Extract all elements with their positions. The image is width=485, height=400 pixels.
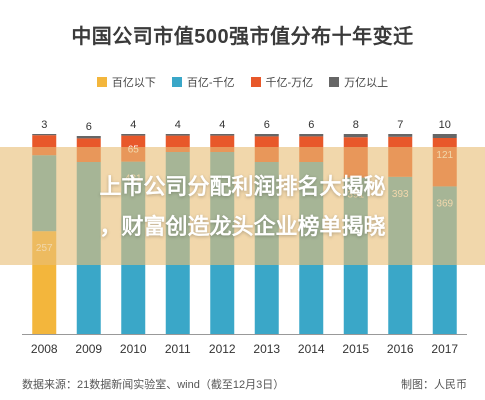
legend-swatch [171,77,182,87]
top-segment-label: 4 [219,119,225,131]
top-segment-label: 6 [264,119,270,131]
bar-segment-2017-s3 [432,134,457,138]
bar-segment-2008-s3 [32,134,57,136]
headline-banner [0,147,485,265]
legend-item-100b-1t: 千亿-万亿 [250,74,314,90]
x-tick-label: 2012 [209,342,236,356]
bar-segment-2011-s3 [165,134,190,136]
bar-segment-2016-s3 [388,134,413,137]
legend-item-above-1t: 万亿以上 [329,74,388,90]
top-segment-label: 3 [41,119,47,131]
x-tick-label: 2015 [342,342,369,356]
legend-label: 万亿以上 [344,77,389,89]
x-tick-label: 2017 [431,342,458,356]
top-segment-label: 10 [439,119,451,131]
top-segment-label: 4 [130,119,136,131]
data-source-note: 数据来源：21数据新闻实验室、wind（截至12月3日） [22,379,285,391]
x-tick-label: 2014 [298,342,325,356]
top-segment-label: 4 [175,119,181,131]
legend-label: 千亿-万亿 [265,77,314,89]
chart-title: 中国公司市值500强市值分布十年变迁 [71,26,414,48]
bar-segment-2009-s3 [76,136,101,139]
legend-item-10b-100b: 百亿-千亿 [171,74,235,90]
chart-footer: 数据来源：21数据新闻实验室、wind（截至12月3日） 制图：人民币 [22,376,467,392]
legend-item-below-10b: 百亿以下 [96,74,156,90]
bar-segment-2012-s3 [210,134,235,136]
legend-swatch [250,77,261,87]
legend-label: 百亿-千亿 [186,77,235,89]
x-tick-label: 2011 [165,342,191,356]
bar-segment-2014-s3 [299,134,324,137]
legend-swatch [96,77,107,87]
legend-swatch [329,77,340,87]
x-tick-label: 2013 [253,342,280,356]
bar-segment-2010-s3 [121,134,146,136]
headline-line-1: 上市公司分配利润排名大揭秘 [99,174,386,199]
legend-label: 百亿以下 [111,77,156,89]
x-tick-label: 2016 [387,342,414,356]
top-segment-label: 6 [308,119,314,131]
bar-segment-2015-s3 [343,134,368,138]
x-tick-label: 2010 [120,342,147,356]
headline-line-2: ，财富创造龙头企业榜单揭晓 [99,214,386,239]
bar-segment-2013-s3 [254,134,279,137]
top-segment-label: 7 [397,119,403,131]
credit-note: 制图：人民币 [401,379,467,391]
top-segment-label: 6 [86,121,92,133]
top-segment-label: 8 [353,119,359,131]
chart-legend: 百亿以下 百亿-千亿 千亿-万亿 万亿以上 [0,74,485,90]
x-tick-label: 2008 [31,342,58,356]
x-tick-label: 2009 [75,342,102,356]
